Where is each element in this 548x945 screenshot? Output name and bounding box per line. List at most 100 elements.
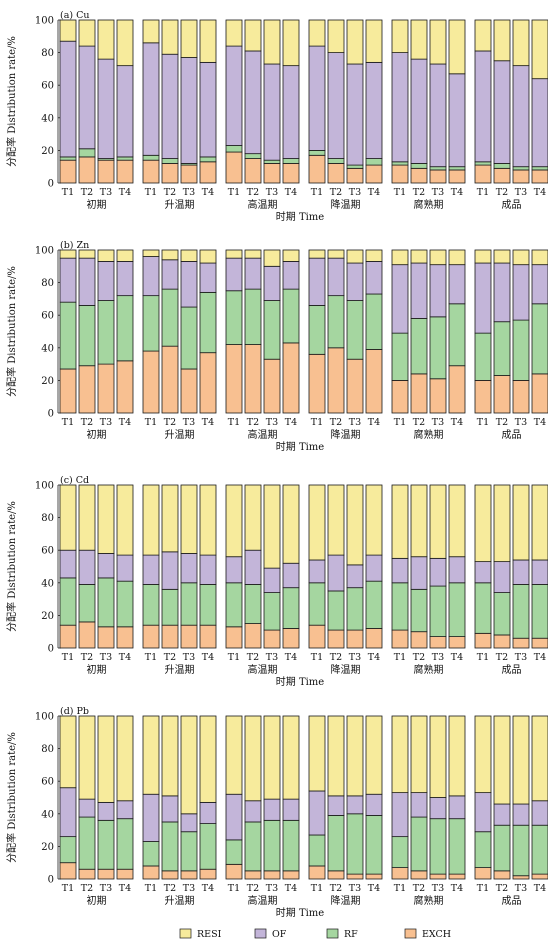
- bar-segment-rf: [199, 584, 217, 626]
- x-tick-label: T2: [496, 883, 508, 894]
- bar-segment-rf: [493, 824, 511, 872]
- bar-segment-of: [59, 787, 77, 838]
- bar-segment-resi: [180, 19, 198, 58]
- x-tick-label: T2: [81, 187, 93, 198]
- bar-segment-resi: [365, 715, 383, 795]
- bar-segment-resi: [161, 249, 179, 261]
- bar-segment-rf: [429, 818, 447, 875]
- x-tick-label: T3: [515, 417, 527, 428]
- bar-segment-resi: [59, 19, 77, 42]
- x-tick-label: T3: [432, 652, 444, 663]
- bar-segment-resi: [180, 249, 198, 262]
- bar-segment-of: [512, 65, 530, 168]
- bar-segment-rf: [346, 813, 364, 875]
- bar-segment-of: [512, 803, 530, 826]
- x-tick-label: T4: [285, 652, 297, 663]
- bar-segment-exch: [410, 167, 428, 184]
- y-tick-label: 60: [41, 777, 54, 788]
- bar-segment-rf: [78, 584, 96, 623]
- bar-segment-exch: [448, 636, 466, 649]
- bar-segment-of: [493, 803, 511, 826]
- bar-segment-resi: [365, 19, 383, 63]
- legend: RESI OF RF EXCH: [179, 928, 451, 940]
- bar-segment-resi: [78, 715, 96, 800]
- bar-segment-exch: [78, 621, 96, 649]
- bar-segment-exch: [308, 865, 326, 880]
- y-tick-label: 80: [41, 744, 54, 755]
- legend-label-exch: EXCH: [422, 929, 451, 940]
- bar-segment-exch: [512, 875, 530, 880]
- bar-segment-exch: [97, 626, 115, 649]
- bar-segment-resi: [161, 715, 179, 797]
- bar-segment-exch: [282, 163, 300, 184]
- x-tick-label: T1: [477, 417, 489, 428]
- bar-segment-exch: [97, 868, 115, 880]
- bar-segment-of: [327, 257, 345, 297]
- bar-segment-of: [448, 73, 466, 168]
- bar-segment-of: [365, 61, 383, 159]
- bar-segment-resi: [512, 484, 530, 561]
- x-tick-label: T1: [228, 187, 240, 198]
- bar-segment-rf: [263, 300, 281, 360]
- bar-segment-rf: [531, 303, 548, 375]
- x-tick-label: T1: [228, 883, 240, 894]
- bar-segment-resi: [142, 249, 160, 257]
- x-tick-label: T3: [100, 652, 112, 663]
- x-axis-title: 时期 Time: [276, 441, 325, 453]
- bar-segment-of: [59, 40, 77, 158]
- bar-segment-exch: [244, 870, 262, 880]
- x-tick-label: T1: [62, 883, 74, 894]
- bar-segment-resi: [59, 249, 77, 259]
- group-label: 成品: [502, 895, 522, 907]
- x-tick-label: T4: [368, 883, 380, 894]
- bar-segment-rf: [142, 295, 160, 352]
- bar-segment-exch: [474, 164, 492, 184]
- bar-segment-of: [429, 63, 447, 168]
- x-tick-label: T2: [81, 883, 93, 894]
- bar-segment-of: [429, 797, 447, 820]
- bar-segment-of: [531, 264, 548, 305]
- bar-segment-of: [282, 562, 300, 589]
- bar-segment-exch: [263, 358, 281, 414]
- bar-segment-exch: [474, 867, 492, 880]
- x-tick-label: T3: [183, 187, 195, 198]
- bar-segment-rf: [531, 584, 548, 639]
- bar-segment-exch: [59, 368, 77, 414]
- bar-segment-rf: [410, 318, 428, 375]
- bar-segment-exch: [493, 167, 511, 184]
- bar-segment-rf: [78, 148, 96, 158]
- bar-segment-rf: [493, 163, 511, 169]
- x-tick-label: T1: [394, 883, 406, 894]
- bar-segment-of: [365, 554, 383, 582]
- bar-segment-of: [142, 554, 160, 585]
- bar-segment-exch: [161, 345, 179, 414]
- x-tick-label: T3: [349, 187, 361, 198]
- bar-segment-of: [225, 45, 243, 146]
- bar-segment-exch: [244, 344, 262, 414]
- bar-segment-resi: [308, 484, 326, 561]
- x-tick-label: T4: [534, 883, 546, 894]
- bar-segment-of: [327, 52, 345, 159]
- bar-segment-rf: [391, 582, 409, 631]
- group-label: 成品: [502, 664, 522, 676]
- bar-segment-rf: [391, 836, 409, 868]
- bar-segment-of: [78, 45, 96, 150]
- bar-segment-exch: [59, 159, 77, 184]
- x-tick-label: T4: [368, 652, 380, 663]
- bar-segment-rf: [244, 288, 262, 345]
- x-tick-label: T4: [534, 652, 546, 663]
- bar-segment-exch: [142, 350, 160, 414]
- bar-segment-resi: [327, 249, 345, 259]
- bar-segment-rf: [97, 300, 115, 365]
- x-tick-label: T2: [330, 652, 342, 663]
- legend-swatch-of: [254, 928, 267, 939]
- bar-segment-of: [512, 264, 530, 321]
- bar-segment-of: [448, 556, 466, 584]
- legend-label-of: OF: [272, 929, 287, 940]
- bar-segment-resi: [448, 484, 466, 558]
- bar-segment-of: [225, 257, 243, 292]
- legend-label-rf: RF: [344, 929, 358, 940]
- bar-segment-resi: [391, 249, 409, 266]
- bar-segment-exch: [180, 870, 198, 880]
- bar-segment-resi: [429, 484, 447, 559]
